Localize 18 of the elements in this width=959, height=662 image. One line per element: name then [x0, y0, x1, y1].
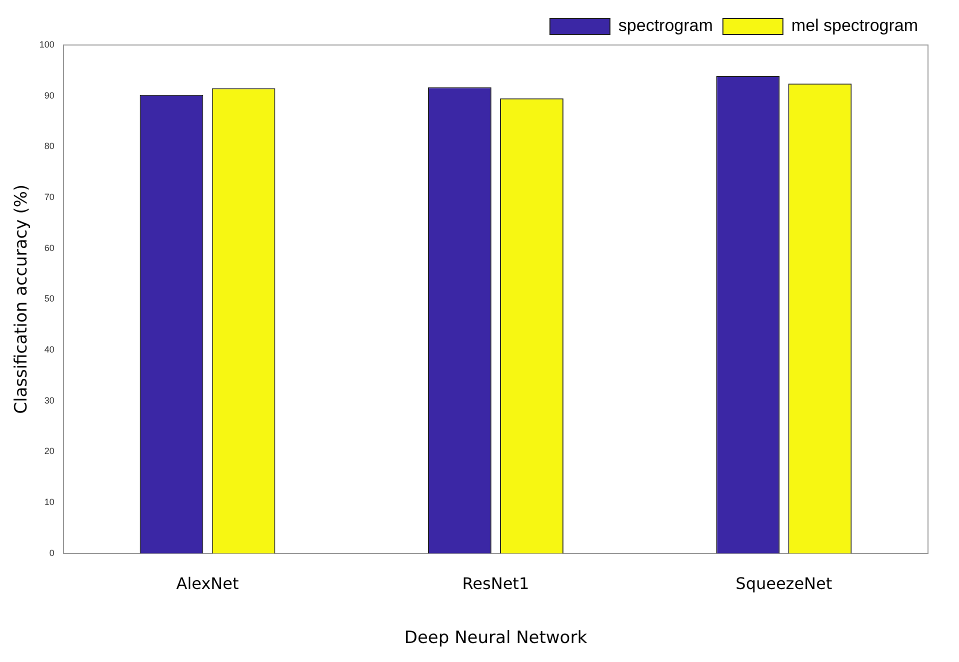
- y-tick-label: 100: [39, 39, 54, 50]
- y-tick-label: 60: [44, 242, 54, 253]
- legend-label: spectrogram: [618, 16, 713, 36]
- x-tick-label: ResNet1: [462, 574, 530, 594]
- x-tick-label: AlexNet: [176, 574, 239, 594]
- y-tick-label: 70: [44, 192, 54, 202]
- y-axis-title: Classification accuracy (%): [12, 184, 32, 414]
- y-tick-label: 20: [44, 446, 54, 456]
- y-tick-label: 40: [44, 344, 54, 355]
- y-tick-label: 50: [44, 294, 54, 304]
- x-axis-title: Deep Neural Network: [404, 628, 588, 648]
- y-tick-label: 80: [44, 141, 54, 152]
- y-tick-label: 0: [49, 548, 54, 558]
- y-tick-label: 30: [44, 395, 54, 406]
- x-tick-label: SqueezeNet: [736, 574, 832, 594]
- legend-label: mel spectrogram: [791, 16, 918, 36]
- y-tick-label: 10: [44, 497, 54, 508]
- y-tick-label: 90: [44, 90, 54, 100]
